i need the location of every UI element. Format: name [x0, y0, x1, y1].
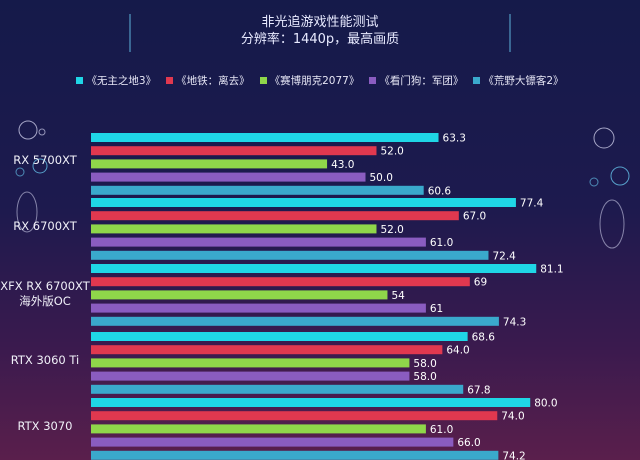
bar-value-label: 63.3	[443, 133, 466, 145]
chart-title: 非光追游戏性能测试	[261, 15, 379, 30]
bar	[91, 358, 410, 368]
bar	[91, 133, 439, 142]
bar	[91, 172, 366, 182]
chart-subtitle: 分辨率：1440p，最高画质	[240, 32, 400, 47]
legend-swatch	[259, 77, 267, 84]
bar	[91, 303, 426, 313]
category-label: RTX 3060 Ti	[0, 353, 90, 368]
bar	[91, 185, 424, 195]
legend: 《无主之地3》 《地铁：离去》 《赛博朋克2077》 《看门狗：军团》 《荒野大…	[0, 73, 640, 88]
bar-value-label: 61.0	[430, 237, 453, 249]
bar-value-label: 61	[430, 303, 443, 315]
bar	[91, 198, 516, 207]
legend-swatch	[473, 77, 481, 84]
bar-value-label: 64.0	[446, 345, 469, 357]
bar	[91, 398, 531, 407]
bar-value-label: 67.8	[467, 384, 490, 396]
bar	[91, 411, 498, 421]
bar-value-label: 74.3	[503, 316, 526, 328]
bar-value-label: 43.0	[331, 159, 354, 171]
bar-value-label: 58.0	[413, 371, 436, 383]
bar-value-label: 68.6	[472, 332, 496, 344]
legend-label: 《无主之地3》	[86, 75, 157, 87]
bar	[91, 450, 499, 460]
bar-value-label: 74.2	[502, 450, 525, 460]
bar-value-label: 54	[391, 290, 405, 302]
legend-item[interactable]: 《无主之地3》	[76, 73, 156, 88]
bar	[91, 211, 459, 221]
bar	[91, 277, 470, 287]
legend-item[interactable]: 《赛博朋克2077》	[259, 73, 360, 88]
bar-value-label: 72.4	[492, 250, 516, 262]
bar	[91, 290, 388, 300]
bar	[91, 424, 426, 434]
bar	[91, 345, 443, 355]
bar	[91, 264, 537, 273]
legend-item[interactable]: 《看门狗：军团》	[369, 73, 463, 88]
legend-swatch	[76, 77, 84, 84]
legend-swatch	[166, 77, 174, 84]
category-label-line: RTX 3060 Ti	[10, 353, 80, 367]
legend-label: 《地铁：离去》	[176, 75, 250, 87]
bar	[91, 237, 426, 247]
bar-value-label: 69	[474, 277, 487, 289]
bar-value-label: 52.0	[380, 146, 403, 158]
bar-value-label: 81.1	[540, 264, 563, 276]
legend-item[interactable]: 《地铁：离去》	[166, 73, 250, 88]
bar	[91, 437, 454, 447]
category-label-line: RTX 3070	[17, 419, 73, 433]
bar	[91, 159, 328, 169]
bar	[91, 332, 468, 341]
bar-value-label: 60.6	[428, 185, 452, 197]
legend-label: 《赛博朋克2077》	[269, 75, 360, 87]
bar-value-label: 58.0	[413, 358, 436, 370]
category-label: RX 5700XT	[0, 153, 90, 168]
bar-value-label: 66.0	[457, 437, 480, 449]
category-label-line: RX 6700XT	[13, 219, 77, 233]
bar	[91, 224, 377, 234]
bar	[91, 250, 489, 260]
bar-value-label: 67.0	[463, 211, 486, 223]
legend-label: 《荒野大镖客2》	[483, 75, 564, 87]
bar	[91, 316, 499, 326]
legend-swatch	[369, 77, 377, 84]
bar-value-label: 74.0	[501, 411, 524, 423]
bar-value-label: 50.0	[370, 172, 393, 184]
bar	[91, 371, 410, 381]
bar	[91, 146, 377, 156]
legend-item[interactable]: 《荒野大镖客2》	[473, 73, 564, 88]
bar-value-label: 80.0	[534, 398, 557, 410]
chart-title-block: 非光追游戏性能测试 分辨率：1440p，最高画质	[0, 14, 640, 48]
category-label: RTX 3070	[0, 419, 90, 434]
bar-value-label: 61.0	[430, 424, 453, 436]
category-label-line: 海外版OC	[19, 294, 71, 308]
bar-value-label: 52.0	[380, 224, 403, 236]
category-label: RX 6700XT	[0, 219, 90, 234]
bar-value-label: 77.4	[520, 198, 544, 210]
bar	[91, 384, 464, 394]
category-label: XFX RX 6700XT 海外版OC	[0, 279, 90, 309]
category-label-line: RX 5700XT	[13, 153, 77, 167]
category-label-line: XFX RX 6700XT	[0, 279, 90, 293]
legend-label: 《看门狗：军团》	[379, 75, 464, 87]
